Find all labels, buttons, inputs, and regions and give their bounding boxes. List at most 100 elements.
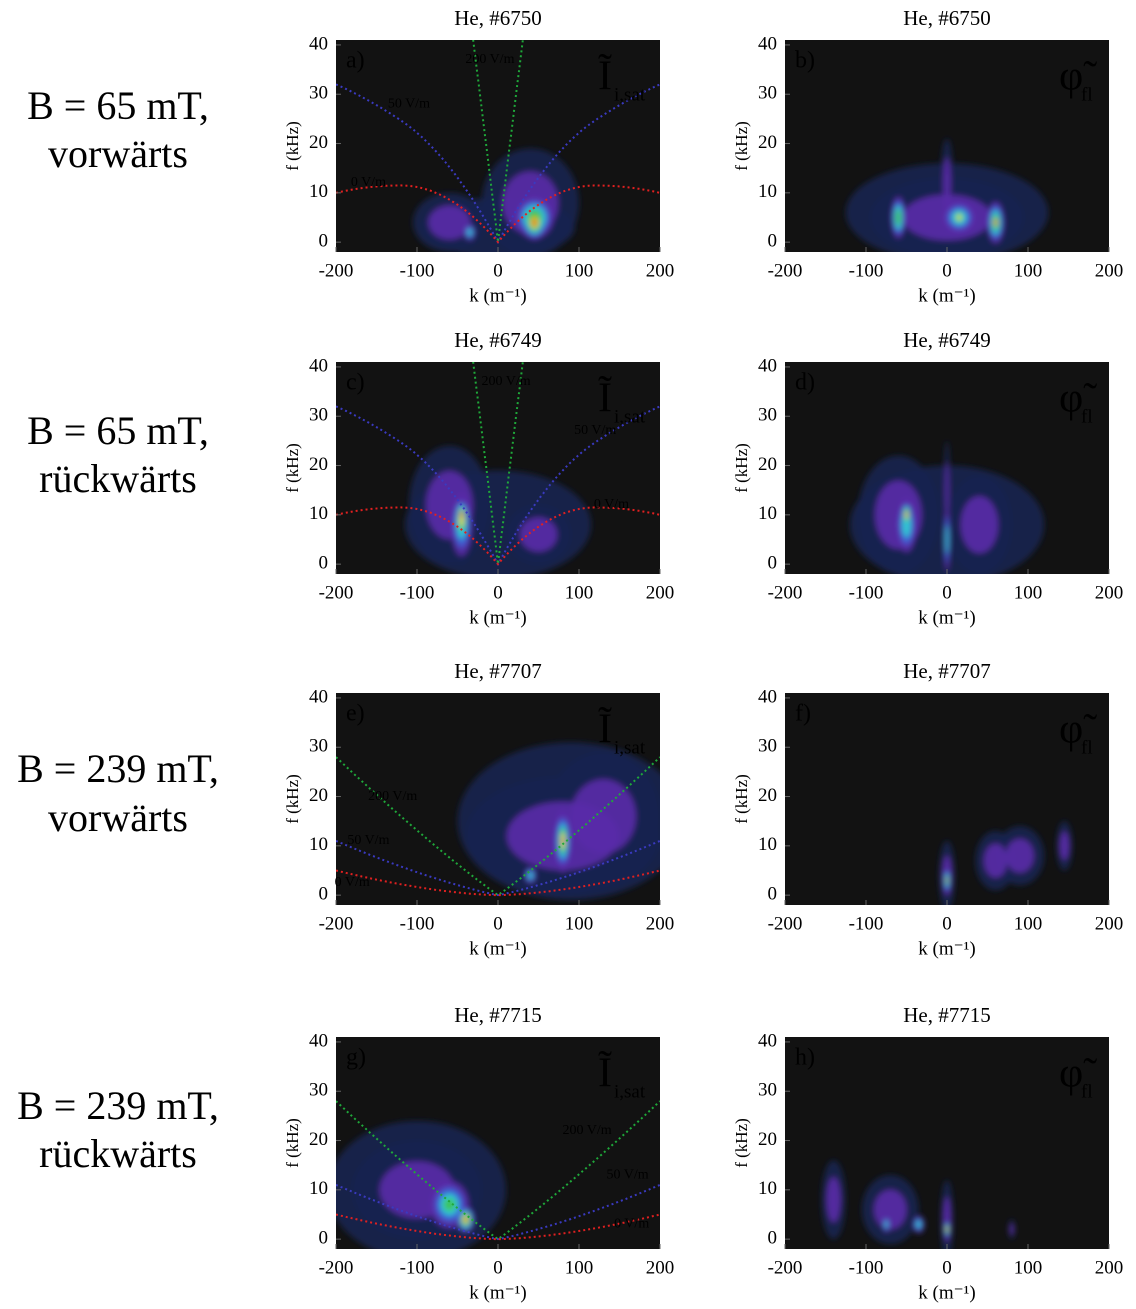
x-tick-label: 100: [565, 1257, 594, 1278]
y-tick-label: 10: [309, 181, 328, 202]
quantity-subscript: i,sat: [614, 406, 646, 427]
heatmap: [336, 742, 660, 901]
x-axis-label: k (m⁻¹): [918, 1282, 975, 1303]
y-axis-label: f (kHz): [732, 1118, 751, 1168]
annotation: 200 V/m: [368, 789, 417, 804]
panel-letter: f): [795, 701, 811, 727]
x-tick-label: -100: [400, 913, 435, 934]
heatmap-cell: [895, 209, 901, 226]
x-tick-label: -200: [319, 913, 354, 934]
x-tick-label: -100: [849, 1257, 884, 1278]
annotation: 50 V/m: [574, 423, 616, 438]
y-axis-label: f (kHz): [283, 1118, 302, 1168]
x-tick-label: 200: [1095, 1257, 1124, 1278]
dispersion-line: [336, 1183, 660, 1241]
x-tick-label: -100: [400, 582, 435, 603]
heatmap-cell: [983, 843, 1008, 878]
y-tick-label: 20: [758, 132, 777, 153]
heatmap-cell: [464, 1216, 467, 1223]
quantity-label: Ĩ: [598, 54, 612, 100]
heatmap-cell: [945, 525, 949, 554]
quantity-subscript: fl: [1081, 84, 1093, 105]
x-tick-label: 0: [493, 582, 503, 603]
row-label: B = 65 mT,: [27, 408, 209, 453]
x-tick-label: 0: [942, 260, 952, 281]
dispersion-line: [336, 839, 660, 897]
quantity-label: Ĩ: [598, 707, 612, 753]
heatmap-cell: [519, 517, 558, 552]
x-tick-label: 200: [1095, 582, 1124, 603]
annotation: 50 V/m: [347, 833, 389, 848]
heatmap-blobs: [457, 742, 660, 901]
dispersion-line: [336, 869, 660, 897]
y-tick-label: 40: [309, 33, 328, 54]
x-tick-label: 100: [565, 260, 594, 281]
x-tick-label: -100: [849, 913, 884, 934]
heatmap: [336, 1100, 660, 1249]
x-tick-label: 0: [942, 582, 952, 603]
x-axis-label: k (m⁻¹): [918, 607, 975, 628]
x-tick-label: 0: [493, 1257, 503, 1278]
heatmap-cell: [873, 1189, 907, 1230]
heatmap-cell: [994, 219, 997, 226]
x-tick-label: 200: [646, 582, 675, 603]
x-axis-label: k (m⁻¹): [918, 285, 975, 306]
quantity-subscript: i,sat: [614, 84, 646, 105]
y-tick-label: 0: [768, 552, 778, 573]
y-tick-label: 40: [758, 1030, 777, 1051]
heatmap-cell: [1059, 831, 1070, 861]
annotation: 50 V/m: [388, 96, 430, 111]
heatmap-cell: [884, 1220, 888, 1228]
heatmap-cell: [1009, 1223, 1014, 1235]
row-label: rückwärts: [39, 456, 197, 501]
y-tick-label: 10: [309, 503, 328, 524]
y-tick-label: 0: [768, 230, 778, 251]
panel-title: He, #6750: [903, 6, 991, 30]
row-label: B = 239 mT,: [17, 746, 219, 791]
annotation: 200 V/m: [563, 1123, 612, 1138]
x-tick-label: -200: [319, 582, 354, 603]
row-label: B = 65 mT,: [27, 83, 209, 128]
x-tick-label: 200: [1095, 260, 1124, 281]
dispersion-line: [336, 506, 660, 566]
row-label: vorwärts: [48, 795, 188, 840]
row-label: vorwärts: [48, 131, 188, 176]
heatmap-cell: [528, 871, 533, 879]
annotation: 200 V/m: [482, 374, 531, 389]
row-label: B = 239 mT,: [17, 1083, 219, 1128]
heatmap-cell: [916, 1220, 921, 1228]
y-axis-label: f (kHz): [283, 443, 302, 493]
y-tick-label: 20: [309, 132, 328, 153]
heatmap: [845, 138, 1049, 252]
x-tick-label: -200: [768, 260, 803, 281]
heatmap-blobs: [845, 138, 1049, 252]
x-tick-label: 100: [1014, 260, 1043, 281]
heatmap: [849, 440, 1045, 574]
panel-letter: d): [795, 370, 815, 396]
heatmap-blobs: [404, 445, 592, 574]
y-tick-label: 30: [758, 83, 777, 104]
heatmap-cell: [1005, 838, 1034, 873]
heatmap: [336, 362, 660, 574]
y-tick-label: 30: [309, 83, 328, 104]
panel-title: He, #6749: [454, 328, 542, 352]
x-tick-label: 0: [942, 1257, 952, 1278]
y-tick-label: 30: [758, 736, 777, 757]
heatmap-cell: [443, 1198, 456, 1211]
heatmap-cell: [826, 1177, 841, 1223]
x-axis-label: k (m⁻¹): [469, 285, 526, 306]
panel-letter: a): [346, 48, 365, 74]
y-tick-label: 30: [758, 1080, 777, 1101]
x-tick-label: 200: [1095, 913, 1124, 934]
panel-letter: b): [795, 48, 815, 74]
x-tick-label: -200: [768, 582, 803, 603]
y-tick-label: 20: [309, 785, 328, 806]
y-axis-label: f (kHz): [732, 443, 751, 493]
y-tick-label: 10: [758, 1178, 777, 1199]
y-tick-label: 20: [758, 785, 777, 806]
y-tick-label: 20: [758, 1129, 777, 1150]
x-tick-label: -100: [400, 260, 435, 281]
x-axis-label: k (m⁻¹): [469, 1282, 526, 1303]
y-tick-label: 0: [319, 552, 329, 573]
y-tick-label: 40: [758, 355, 777, 376]
